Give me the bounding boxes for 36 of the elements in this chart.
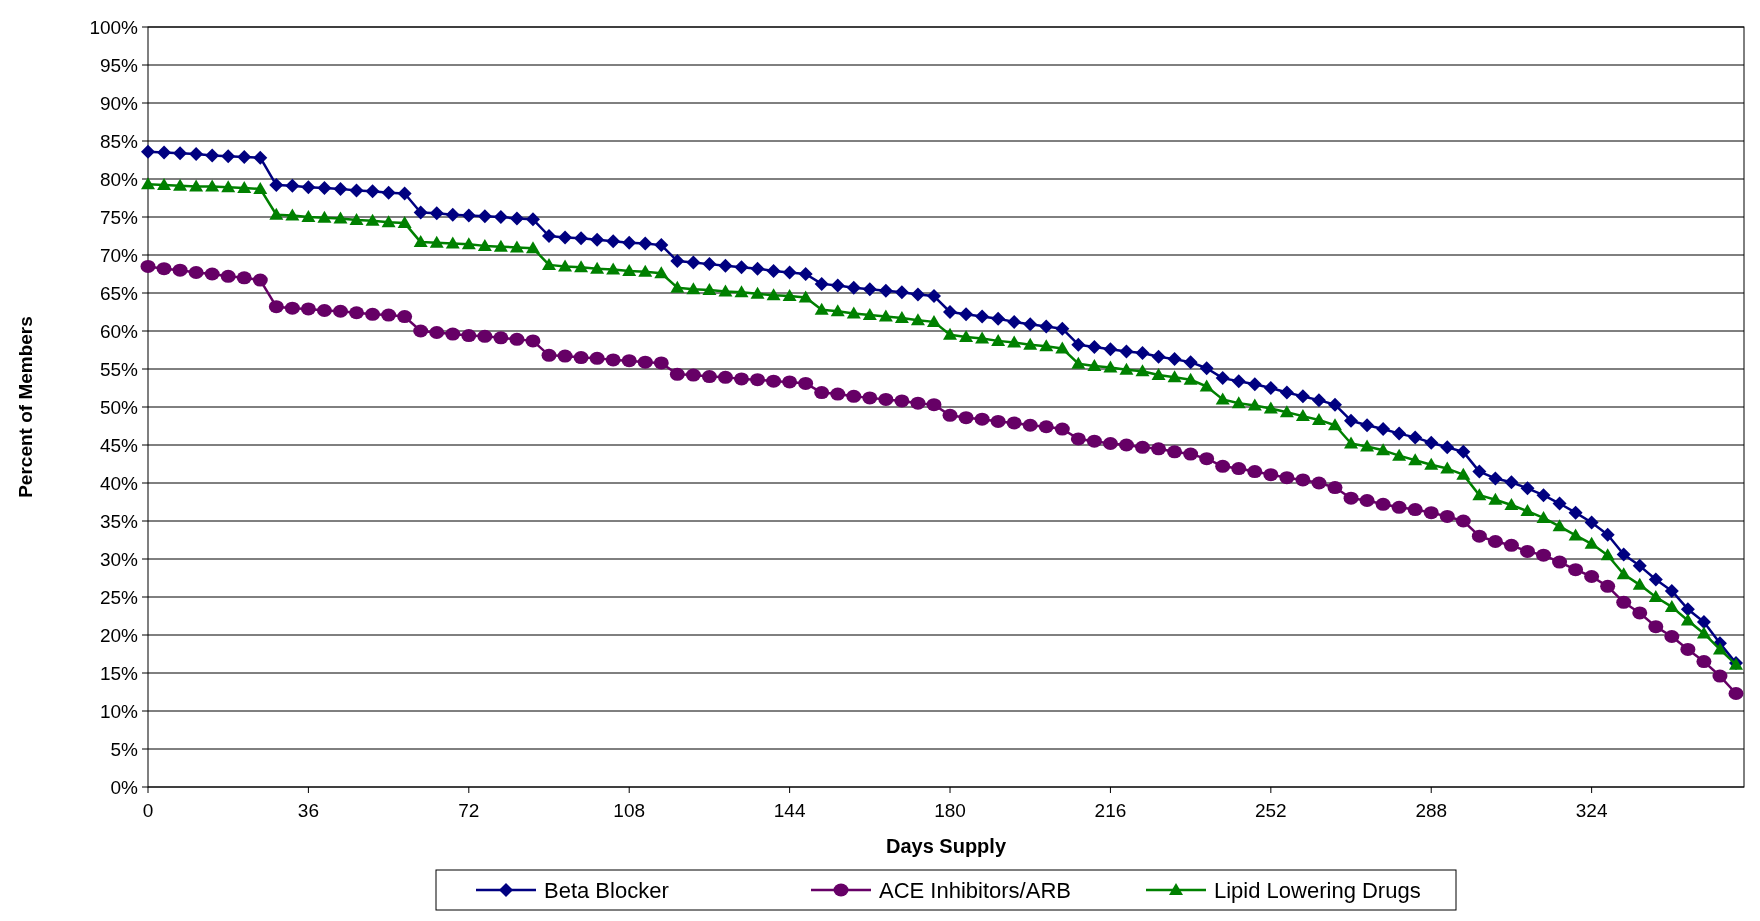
- y-tick-label: 60%: [99, 320, 139, 342]
- x-tick-label: 252: [1254, 800, 1287, 821]
- y-tick-label: 40%: [99, 472, 139, 494]
- y-tick-label: 65%: [99, 282, 139, 304]
- x-tick-label: 216: [1094, 800, 1127, 821]
- y-tick-label: 75%: [99, 206, 139, 228]
- y-tick-label: 30%: [99, 548, 139, 570]
- y-tick-label: 15%: [99, 662, 139, 684]
- x-axis-title: Days Supply: [885, 835, 1007, 857]
- y-tick-label: 20%: [99, 624, 139, 646]
- y-tick-label: 10%: [99, 700, 139, 722]
- y-tick-label: 85%: [99, 130, 139, 152]
- y-tick-label: 100%: [89, 16, 139, 38]
- x-tick-label: 72: [458, 800, 480, 821]
- y-tick-label: 0%: [110, 776, 139, 798]
- x-tick-label: 0: [142, 800, 154, 821]
- y-tick-label: 50%: [99, 396, 139, 418]
- legend-label: ACE Inhibitors/ARB: [879, 877, 1071, 903]
- y-tick-label: 55%: [99, 358, 139, 380]
- x-tick-label: 108: [613, 800, 646, 821]
- y-tick-label: 25%: [99, 586, 139, 608]
- y-tick-label: 90%: [99, 92, 139, 114]
- legend-label: Beta Blocker: [544, 877, 669, 903]
- y-tick-label: 80%: [99, 168, 139, 190]
- y-tick-label: 5%: [110, 738, 139, 760]
- y-tick-label: 70%: [99, 244, 139, 266]
- x-tick-label: 144: [773, 800, 806, 821]
- y-tick-label: 45%: [99, 434, 139, 456]
- y-tick-label: 95%: [99, 54, 139, 76]
- x-tick-label: 36: [297, 800, 319, 821]
- x-tick-label: 324: [1575, 800, 1608, 821]
- y-axis-title: Percent of Members: [15, 316, 36, 498]
- x-tick-label: 288: [1415, 800, 1448, 821]
- y-tick-label: 35%: [99, 510, 139, 532]
- x-tick-label: 180: [934, 800, 966, 821]
- legend-label: Lipid Lowering Drugs: [1214, 877, 1421, 903]
